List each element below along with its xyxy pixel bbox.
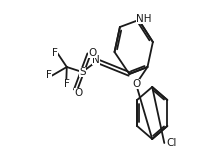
- Text: Cl: Cl: [166, 138, 176, 148]
- Text: F: F: [46, 70, 52, 80]
- Text: O: O: [132, 79, 140, 89]
- Text: NH: NH: [136, 14, 152, 24]
- Text: N: N: [92, 55, 100, 65]
- Text: O: O: [88, 48, 96, 58]
- Text: F: F: [64, 79, 70, 89]
- Text: S: S: [79, 67, 86, 77]
- Text: O: O: [74, 88, 83, 98]
- Text: F: F: [52, 48, 58, 58]
